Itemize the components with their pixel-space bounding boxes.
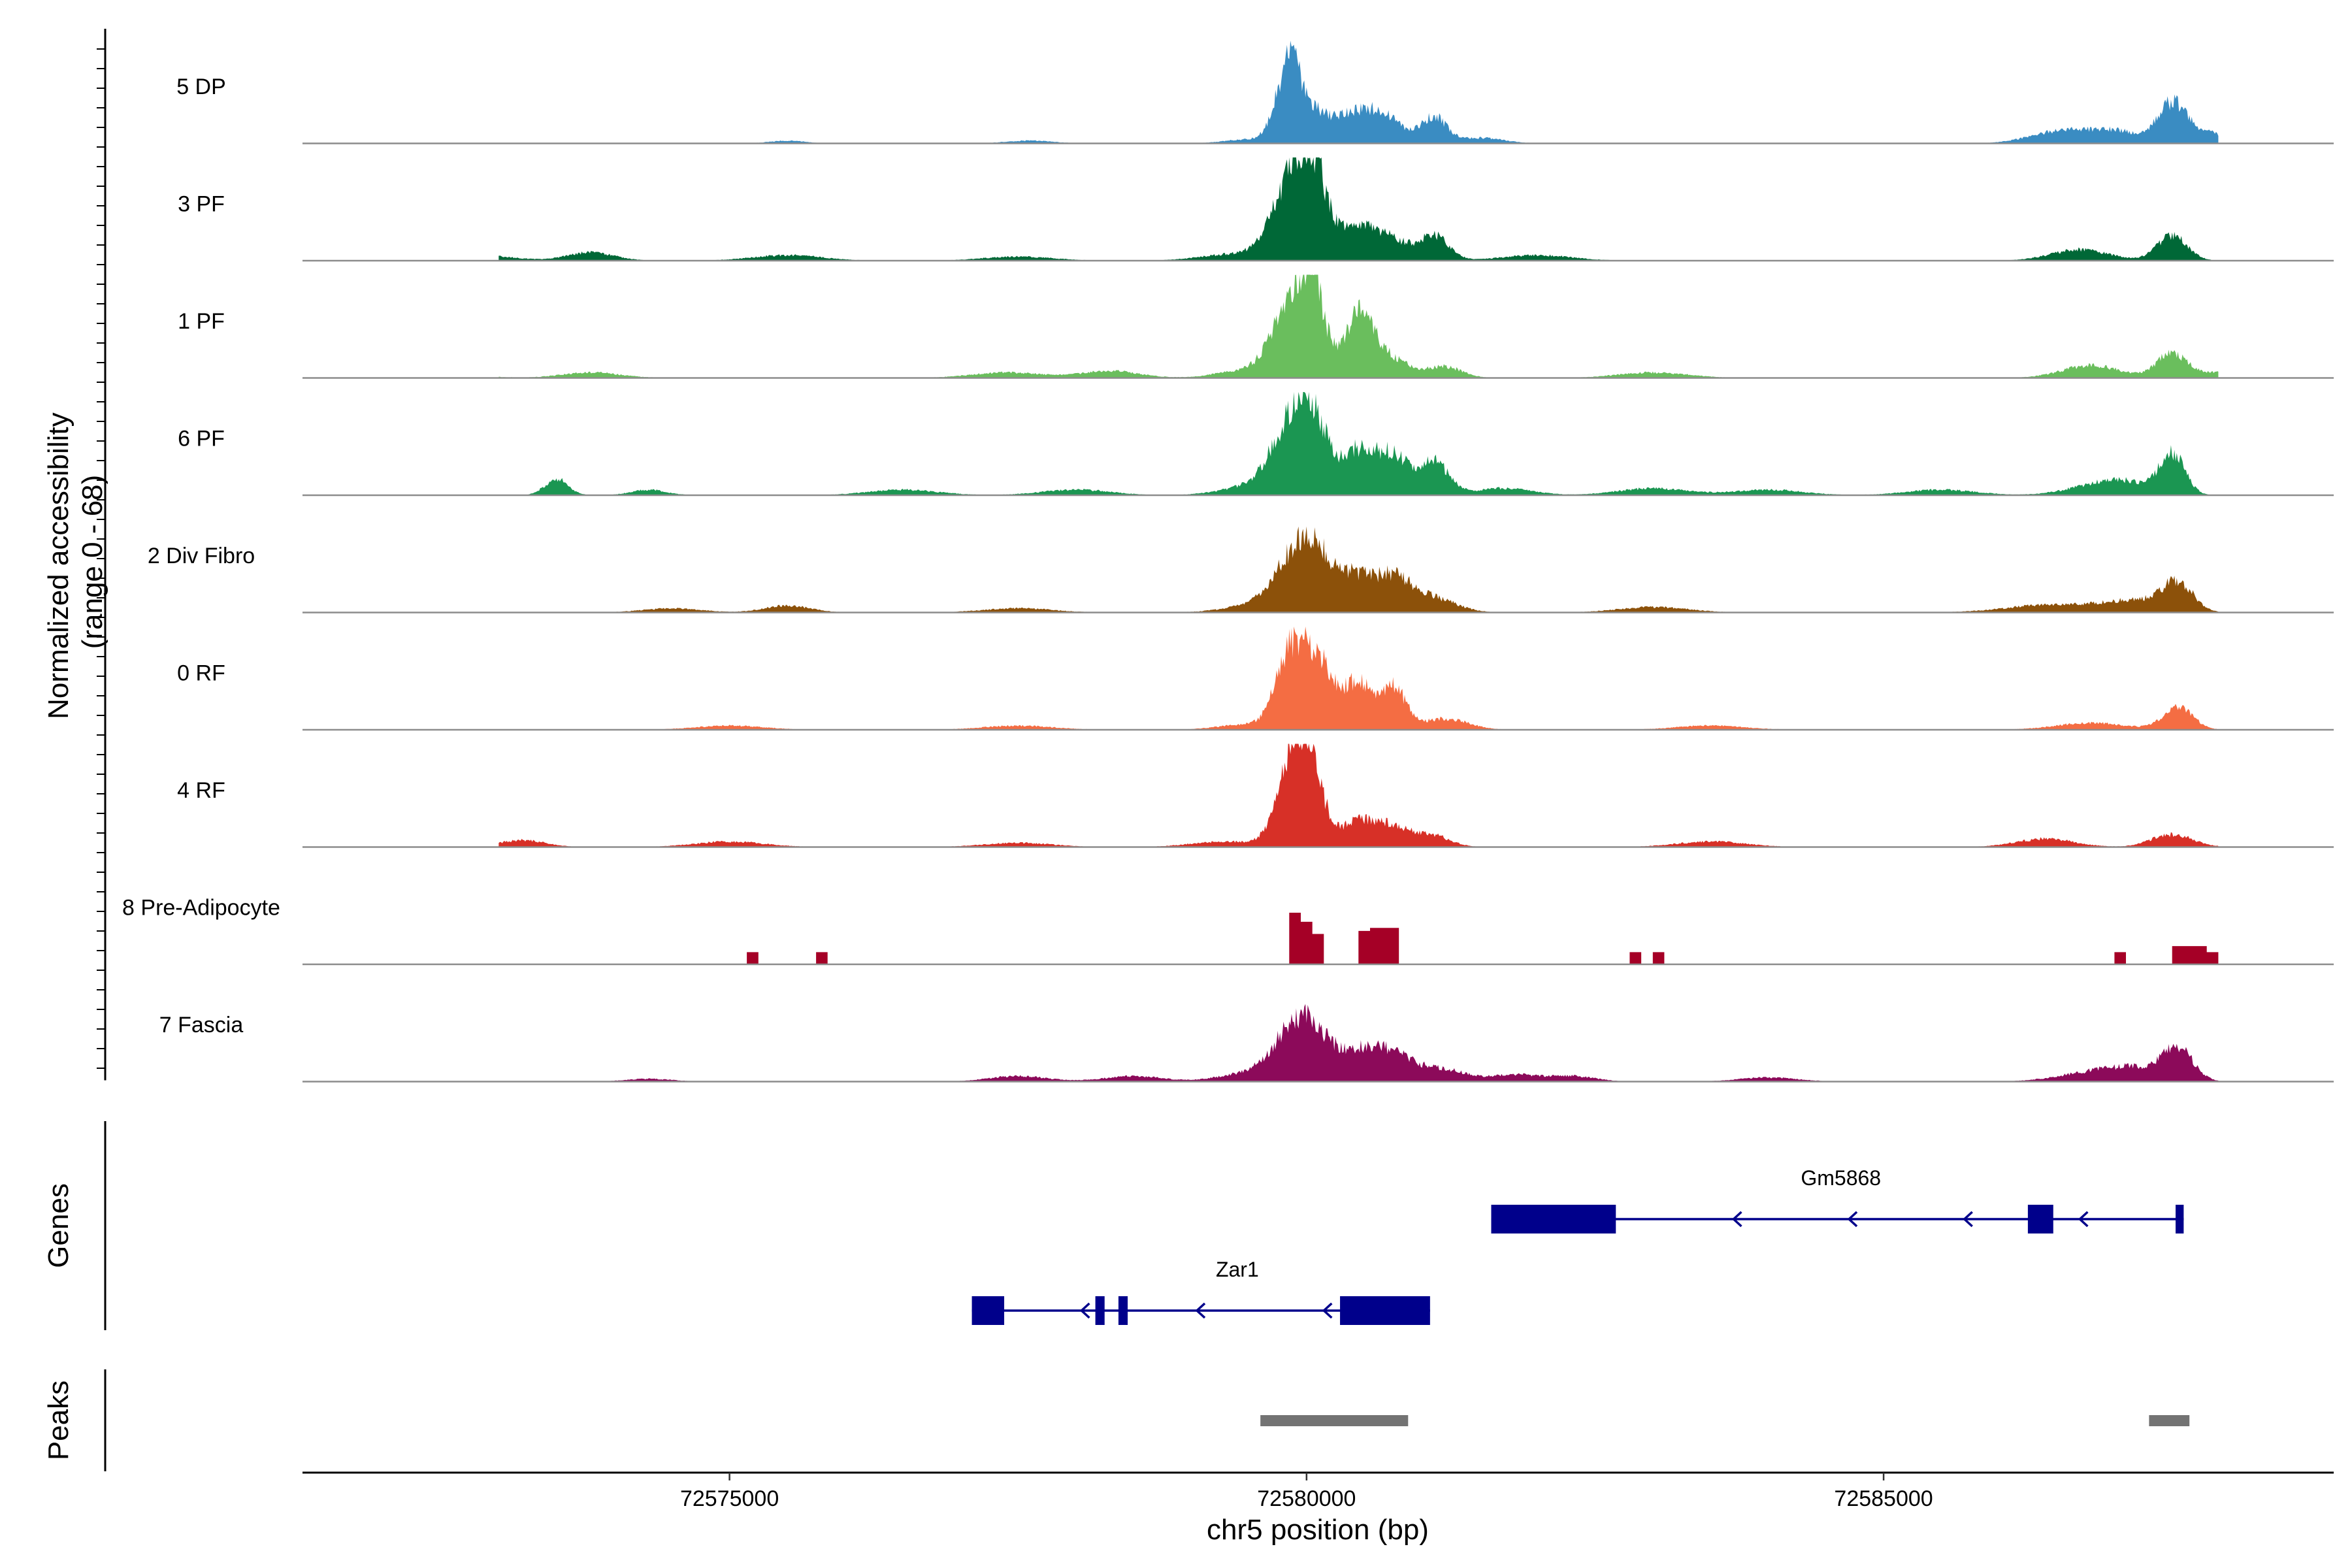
coverage-area [498, 274, 2219, 378]
coverage-track: 2 Div Fibro [148, 526, 2334, 613]
gene-strand-arrow [1322, 1302, 1333, 1319]
peaks-track [1260, 1415, 2190, 1426]
gene-strand-arrow [1847, 1211, 1858, 1228]
gene-name-label: Zar1 [1216, 1258, 1259, 1281]
coverage-track: 5 DP [176, 41, 2334, 144]
gene-name-label: Gm5868 [1801, 1166, 1881, 1190]
coverage-track: 3 PF [178, 157, 2334, 262]
track-label: 3 PF [178, 192, 225, 217]
coverage-track: 7 Fascia [159, 1004, 2334, 1083]
gene-strand-arrow [1963, 1211, 1973, 1228]
gene-strand-arrow [1195, 1302, 1206, 1319]
coverage-track: 1 PF [178, 274, 2334, 379]
gene-exon [2175, 1205, 2184, 1233]
track-label: 1 PF [178, 309, 225, 334]
x-axis-tick-label: 72575000 [680, 1486, 779, 1511]
gene-exon [1095, 1296, 1105, 1325]
gene-model: Zar1 [972, 1258, 1430, 1325]
track-label: 8 Pre-Adipocyte [122, 896, 280, 921]
coverage-track: 8 Pre-Adipocyte [122, 896, 2334, 966]
coverage-area [498, 41, 2219, 144]
genes-axis-title: Genes [42, 1183, 74, 1268]
coverage-track: 4 RF [177, 743, 2334, 848]
track-label: 5 DP [176, 74, 226, 99]
gene-exon [2027, 1205, 2053, 1233]
coverage-y-axis-title-line1: Normalized accessibility [42, 412, 74, 719]
gene-exon [1118, 1296, 1128, 1325]
track-label: 2 Div Fibro [148, 544, 255, 568]
coverage-y-axis [97, 29, 106, 1081]
coverage-area [498, 526, 2219, 613]
track-label: 7 Fascia [159, 1013, 244, 1037]
gene-model: Gm5868 [1491, 1166, 2184, 1233]
coverage-area [498, 392, 2219, 495]
gene-strand-arrow [2078, 1211, 2089, 1228]
track-label: 0 RF [177, 661, 225, 686]
coverage-area [747, 913, 2219, 964]
gene-exon [1491, 1205, 1616, 1233]
x-axis: 72575000 72580000 72585000 [680, 1473, 1933, 1511]
gene-exon [972, 1296, 1005, 1325]
peaks-axis-title: Peaks [42, 1380, 74, 1460]
coverage-area [498, 627, 2219, 730]
coverage-area [498, 743, 2219, 847]
gene-strand-arrow [1079, 1302, 1090, 1319]
gene-exon [1340, 1296, 1430, 1325]
peak-region [2149, 1415, 2190, 1426]
coverage-track: 6 PF [178, 392, 2334, 497]
x-axis-tick-label: 72585000 [1834, 1486, 1933, 1511]
coverage-y-axis-title-line2: (range 0 - 68) [76, 475, 108, 649]
coverage-area [498, 1004, 2219, 1082]
coverage-area [498, 157, 2219, 261]
peak-region [1260, 1415, 1409, 1426]
coverage-y-axis-title: Normalized accessibility (range 0 - 68) [42, 404, 108, 719]
track-label: 6 PF [178, 427, 225, 451]
gene-annotation-track: Gm5868 Zar1 [972, 1166, 2184, 1325]
x-axis-tick-label: 72580000 [1257, 1486, 1356, 1511]
coverage-track: 0 RF [177, 627, 2334, 731]
gene-strand-arrow [1731, 1211, 1742, 1228]
coverage-tracks: 5 DP 3 PF 1 PF 6 PF 2 Div Fibro 0 RF 4 RF 8 Pre… [122, 41, 2334, 1083]
x-axis-title: chr5 position (bp) [1207, 1514, 1429, 1546]
track-label: 4 RF [177, 778, 225, 803]
